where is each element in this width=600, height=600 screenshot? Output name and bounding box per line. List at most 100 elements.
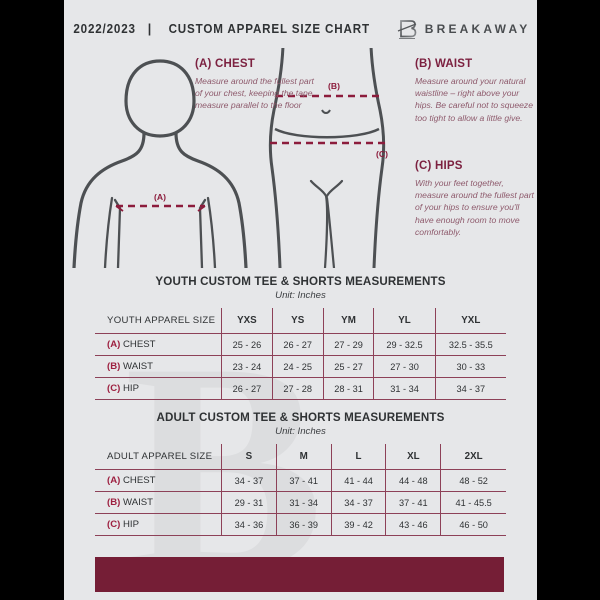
adult-row-name-chest: CHEST bbox=[123, 475, 156, 486]
callout-waist-heading: (B) WAIST bbox=[415, 58, 473, 70]
page-header: 2022/2023 | CUSTOM APPAREL SIZE CHART BR… bbox=[64, 14, 537, 44]
youth-row-marker-waist: (B) bbox=[107, 361, 121, 372]
table-row: (B) WAIST 23 - 24 24 - 25 25 - 27 27 - 3… bbox=[95, 355, 506, 378]
youth-row-name-hip: HIP bbox=[123, 383, 139, 394]
adult-waist-m: 31 - 34 bbox=[275, 491, 332, 514]
youth-hip-yxl: 34 - 37 bbox=[434, 377, 506, 400]
adult-hip-s: 34 - 36 bbox=[221, 513, 277, 536]
measurement-diagram: (A) (B) (C) bbox=[64, 48, 537, 268]
youth-row-label-chest: (A) CHEST bbox=[95, 333, 222, 356]
legs-lines bbox=[309, 179, 344, 268]
youth-waist-ym: 25 - 27 bbox=[322, 355, 375, 378]
youth-waist-ys: 24 - 25 bbox=[271, 355, 324, 378]
adult-size-header-0: S bbox=[221, 444, 277, 470]
table-row: (A) CHEST 34 - 37 37 - 41 41 - 44 44 - 4… bbox=[95, 469, 506, 492]
adult-row-marker-hip: (C) bbox=[107, 519, 121, 530]
adult-size-header-4: 2XL bbox=[440, 444, 506, 470]
adult-section-title: ADULT CUSTOM TEE & SHORTS MEASUREMENTS U… bbox=[64, 411, 537, 437]
page-title: CUSTOM APPAREL SIZE CHART bbox=[168, 22, 371, 36]
adult-size-table: ADULT APPAREL SIZE S M L XL 2XL (A) CHES… bbox=[95, 444, 506, 536]
youth-row-marker-hip: (C) bbox=[107, 383, 121, 394]
adult-chest-l: 41 - 44 bbox=[330, 469, 387, 492]
youth-hip-yxs: 26 - 27 bbox=[221, 377, 273, 400]
brand-logo: BREAKAWAY bbox=[396, 16, 531, 42]
table-row: (A) CHEST 25 - 26 26 - 27 27 - 29 29 - 3… bbox=[95, 333, 506, 356]
size-chart-page: B 2022/2023 | CUSTOM APPAREL SIZE CHART … bbox=[64, 0, 537, 600]
callout-hips-body: With your feet together, measure around … bbox=[415, 178, 534, 237]
youth-row-label-hip: (C) HIP bbox=[95, 377, 222, 400]
adult-row-marker-chest: (A) bbox=[107, 475, 121, 486]
youth-size-header-0: YXS bbox=[221, 308, 273, 334]
adult-row-label-chest: (A) CHEST bbox=[95, 469, 222, 492]
callout-hips: (C) HIPS With your feet together, measur… bbox=[415, 160, 535, 238]
adult-title: ADULT CUSTOM TEE & SHORTS MEASUREMENTS bbox=[156, 411, 445, 424]
adult-table-header-row: ADULT APPAREL SIZE S M L XL 2XL bbox=[95, 444, 506, 470]
youth-chest-yxl: 32.5 - 35.5 bbox=[434, 333, 506, 356]
youth-row-name-chest: CHEST bbox=[123, 339, 156, 350]
youth-row-label-waist: (B) WAIST bbox=[95, 355, 222, 378]
youth-header-label: YOUTH APPAREL SIZE bbox=[95, 308, 222, 334]
adult-waist-l: 34 - 37 bbox=[330, 491, 387, 514]
torso-inner-lines bbox=[103, 196, 217, 268]
adult-size-header-1: M bbox=[275, 444, 332, 470]
callout-waist-body: Measure around your natural waistline – … bbox=[415, 76, 534, 123]
table-row: (C) HIP 26 - 27 27 - 28 28 - 31 31 - 34 … bbox=[95, 377, 506, 400]
adult-chest-2xl: 48 - 52 bbox=[440, 469, 506, 492]
adult-waist-xl: 37 - 41 bbox=[385, 491, 442, 514]
youth-title: YOUTH CUSTOM TEE & SHORTS MEASUREMENTS bbox=[155, 275, 446, 288]
chest-measure-line bbox=[115, 204, 206, 212]
youth-chest-yxs: 25 - 26 bbox=[221, 333, 273, 356]
breakaway-b-monogram-icon bbox=[397, 20, 417, 39]
navel-mark bbox=[321, 109, 331, 114]
youth-waist-yl: 27 - 30 bbox=[373, 355, 436, 378]
adult-size-header-2: L bbox=[330, 444, 387, 470]
youth-chest-ys: 26 - 27 bbox=[271, 333, 324, 356]
bottom-accent-bar bbox=[95, 557, 504, 592]
callout-chest-body: Measure around the fullest part of your … bbox=[195, 76, 314, 111]
youth-section-title: YOUTH CUSTOM TEE & SHORTS MEASUREMENTS U… bbox=[64, 275, 537, 301]
adult-chest-m: 37 - 41 bbox=[275, 469, 332, 492]
waist-marker-label: (B) bbox=[328, 81, 340, 91]
hips-marker-label: (C) bbox=[376, 149, 388, 159]
header-separator: | bbox=[147, 22, 152, 36]
adult-header-label: ADULT APPAREL SIZE bbox=[95, 444, 222, 470]
adult-row-name-waist: WAIST bbox=[123, 497, 154, 508]
table-row: (C) HIP 34 - 36 36 - 39 39 - 42 43 - 46 … bbox=[95, 513, 506, 536]
youth-unit: Unit: Inches bbox=[275, 290, 326, 301]
youth-size-header-2: YM bbox=[322, 308, 375, 334]
brand-name: BREAKAWAY bbox=[424, 22, 531, 36]
table-row: (B) WAIST 29 - 31 31 - 34 34 - 37 37 - 4… bbox=[95, 491, 506, 514]
youth-hip-yl: 31 - 34 bbox=[373, 377, 436, 400]
youth-size-table: YOUTH APPAREL SIZE YXS YS YM YL YXL (A) … bbox=[95, 308, 506, 400]
callout-chest-heading: (A) CHEST bbox=[195, 58, 255, 70]
adult-chest-xl: 44 - 48 bbox=[385, 469, 442, 492]
youth-hip-ym: 28 - 31 bbox=[322, 377, 375, 400]
adult-hip-xl: 43 - 46 bbox=[385, 513, 442, 536]
body-figures: (A) (B) (C) bbox=[72, 48, 388, 268]
adult-waist-2xl: 41 - 45.5 bbox=[440, 491, 506, 514]
adult-size-header-3: XL bbox=[385, 444, 442, 470]
callout-waist: (B) WAIST Measure around your natural wa… bbox=[415, 58, 533, 124]
youth-size-header-4: YXL bbox=[434, 308, 506, 334]
adult-hip-l: 39 - 42 bbox=[330, 513, 387, 536]
youth-chest-ym: 27 - 29 bbox=[322, 333, 375, 356]
youth-table-header-row: YOUTH APPAREL SIZE YXS YS YM YL YXL bbox=[95, 308, 506, 334]
adult-unit: Unit: Inches bbox=[275, 426, 326, 437]
callout-hips-heading: (C) HIPS bbox=[415, 160, 463, 172]
chest-marker-label: (A) bbox=[154, 192, 166, 202]
adult-row-label-waist: (B) WAIST bbox=[95, 491, 222, 514]
adult-waist-s: 29 - 31 bbox=[221, 491, 277, 514]
hips-figure-outline bbox=[268, 48, 386, 268]
youth-hip-ys: 27 - 28 bbox=[271, 377, 324, 400]
adult-row-marker-waist: (B) bbox=[107, 497, 121, 508]
header-season: 2022/2023 bbox=[72, 22, 136, 36]
youth-row-marker-chest: (A) bbox=[107, 339, 121, 350]
adult-hip-2xl: 46 - 50 bbox=[440, 513, 506, 536]
youth-chest-yl: 29 - 32.5 bbox=[373, 333, 436, 356]
adult-hip-m: 36 - 39 bbox=[275, 513, 332, 536]
youth-waist-yxl: 30 - 33 bbox=[434, 355, 506, 378]
callout-chest: (A) CHEST Measure around the fullest par… bbox=[195, 58, 321, 112]
youth-size-header-1: YS bbox=[271, 308, 324, 334]
adult-row-label-hip: (C) HIP bbox=[95, 513, 222, 536]
torso-figure-outline bbox=[72, 59, 248, 268]
